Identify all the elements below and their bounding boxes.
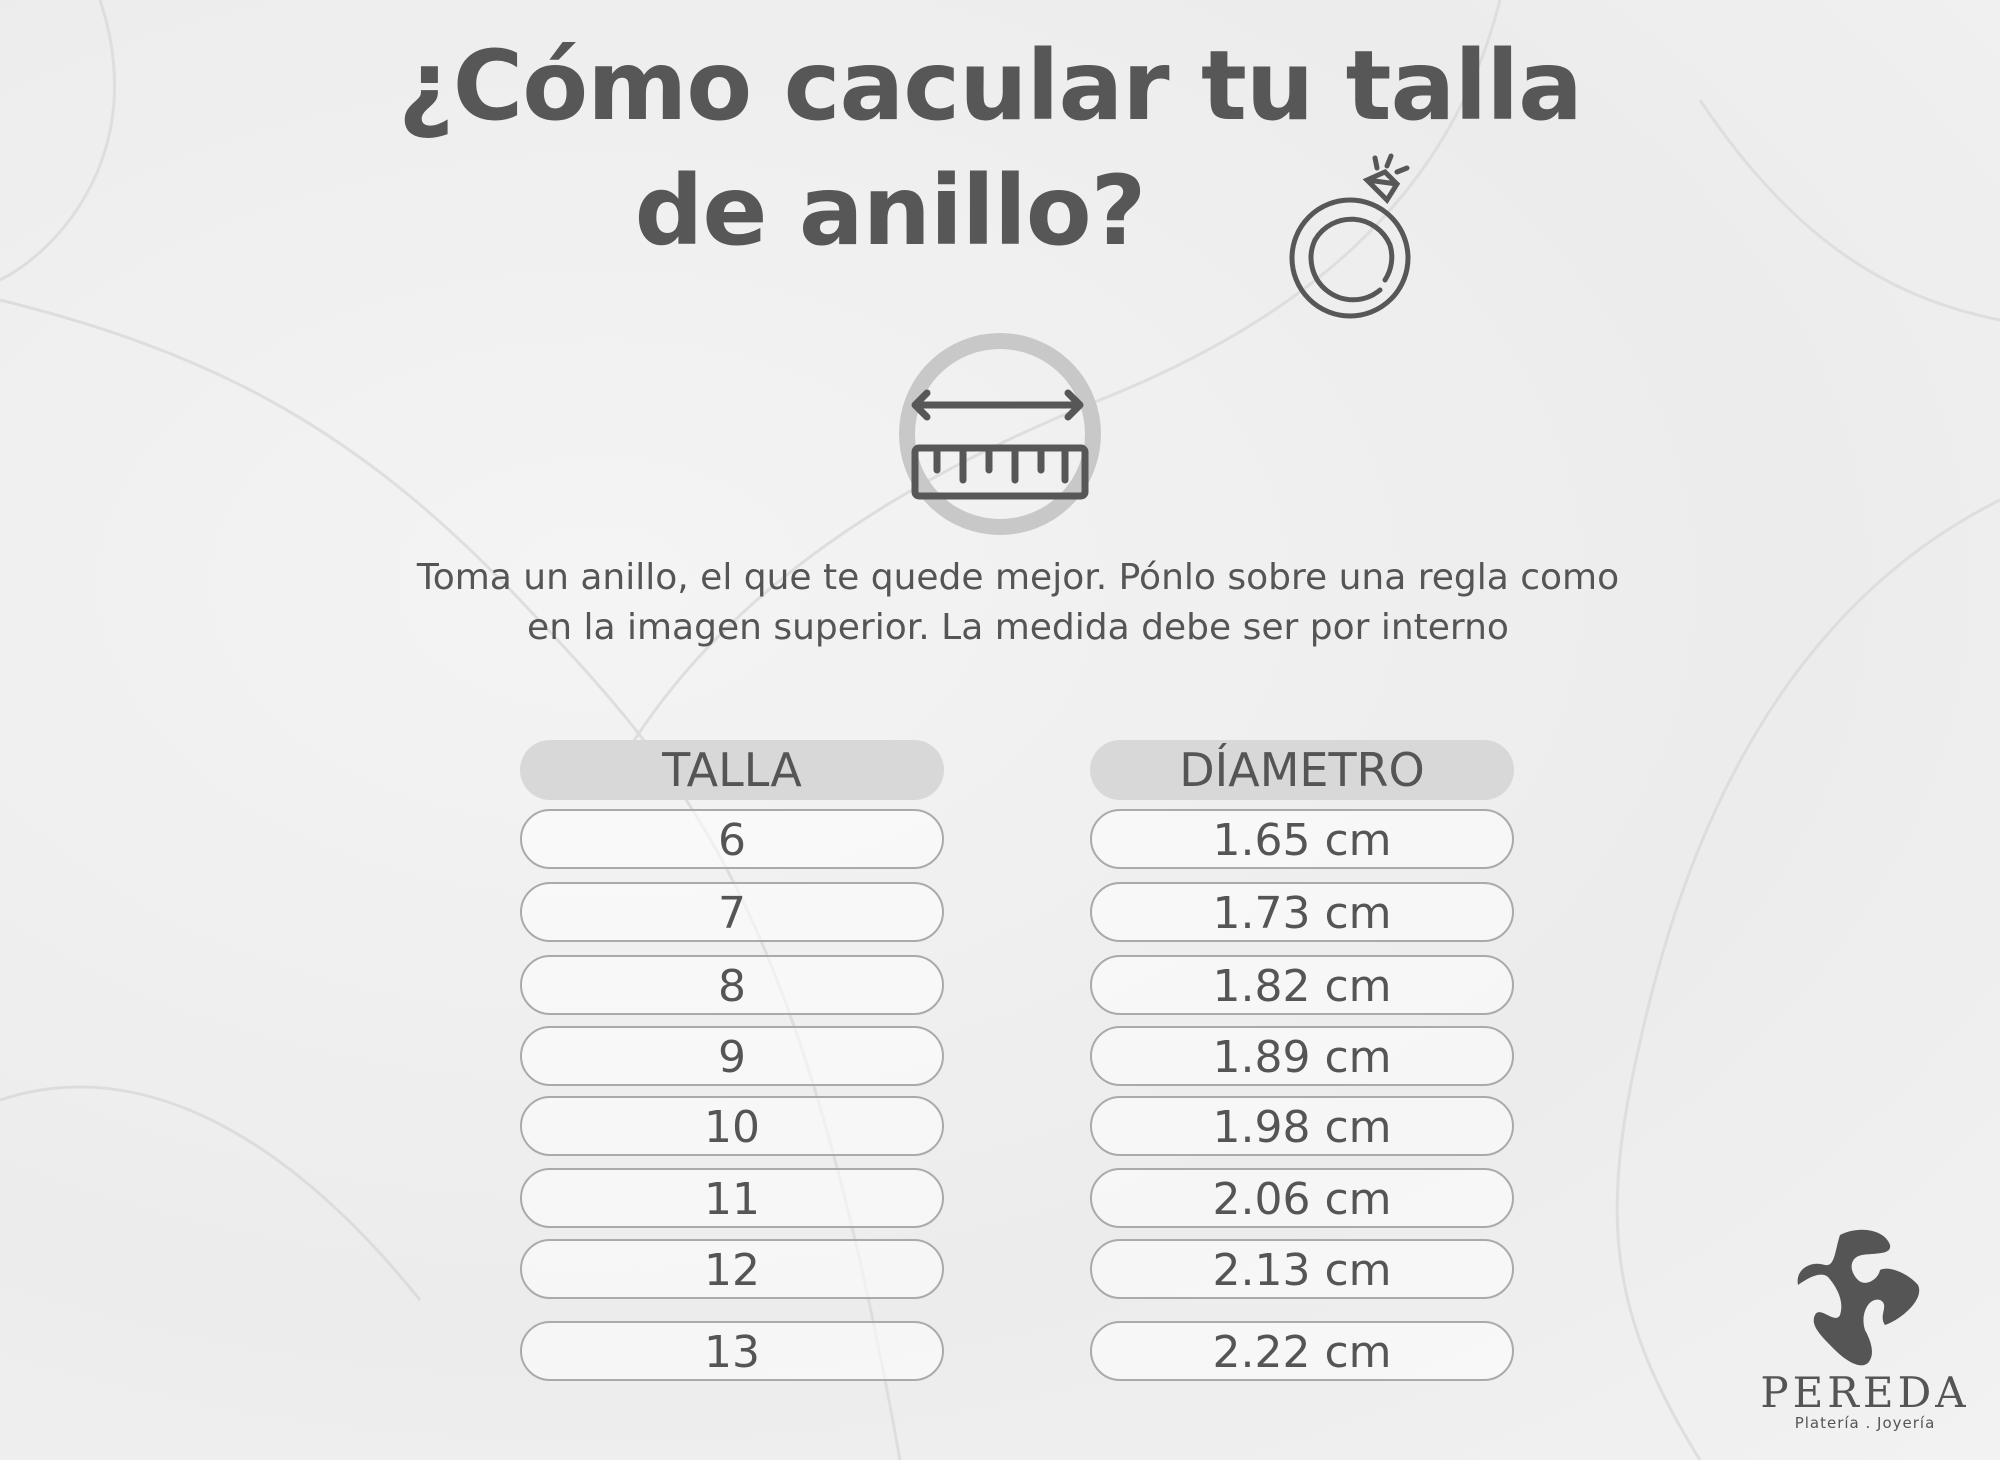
diametro-cell: 2.13 cm	[1090, 1239, 1514, 1299]
diametro-cell: 2.22 cm	[1090, 1321, 1514, 1381]
diametro-cell: 1.98 cm	[1090, 1096, 1514, 1156]
talla-cell: 6	[520, 809, 944, 869]
talla-cell: 10	[520, 1096, 944, 1156]
header-talla: TALLA	[520, 740, 944, 800]
diametro-cell: 1.89 cm	[1090, 1026, 1514, 1086]
logo-tagline: Platería . Joyería	[1794, 1414, 1936, 1432]
talla-cell: 13	[520, 1321, 944, 1381]
talla-cell: 7	[520, 882, 944, 942]
pereda-logo-mark	[1797, 1229, 1920, 1366]
diametro-cell: 1.82 cm	[1090, 955, 1514, 1015]
diamond-ring-icon	[1289, 153, 1411, 319]
diametro-cell: 2.06 cm	[1090, 1168, 1514, 1228]
page-title-line2: de anillo?	[634, 155, 1147, 267]
header-diametro: DÍAMETRO	[1090, 740, 1514, 800]
page-title-line1: ¿Cómo cacular tu talla	[398, 30, 1583, 142]
talla-cell: 9	[520, 1026, 944, 1086]
diametro-cell: 1.65 cm	[1090, 809, 1514, 869]
logo-name: PEREDA	[1760, 1368, 1970, 1417]
talla-cell: 12	[520, 1239, 944, 1299]
ruler-measure-icon	[899, 333, 1101, 535]
talla-cell: 11	[520, 1168, 944, 1228]
instructions-text: Toma un anillo, el que te quede mejor. P…	[416, 557, 1620, 648]
diametro-cell: 1.73 cm	[1090, 882, 1514, 942]
talla-cell: 8	[520, 955, 944, 1015]
